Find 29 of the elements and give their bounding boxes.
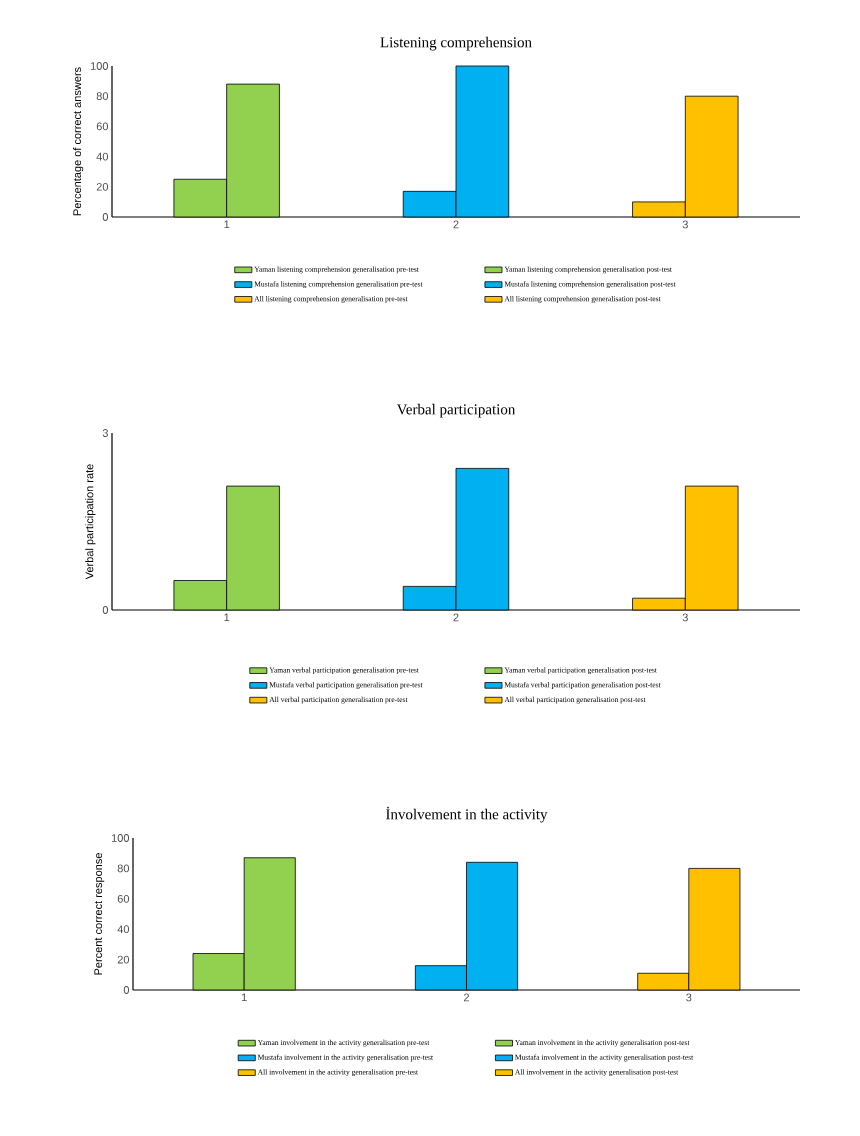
x-tick-label: 3 bbox=[686, 993, 692, 1002]
y-tick-label: 3 bbox=[102, 429, 108, 437]
y-tick-label: 60 bbox=[96, 122, 109, 131]
y-axis-title: Percent correct response bbox=[94, 853, 105, 975]
y-tick-label: 40 bbox=[117, 925, 130, 934]
x-tick-label: 1 bbox=[224, 613, 230, 622]
chart-title: İnvolvement in the activity bbox=[386, 806, 548, 823]
y-tick-label: 20 bbox=[117, 955, 130, 964]
y-tick-label: 60 bbox=[117, 894, 130, 903]
x-tick-label: 3 bbox=[682, 220, 688, 229]
x-tick-label: 2 bbox=[453, 220, 459, 229]
y-tick-label: 80 bbox=[117, 864, 130, 873]
x-tick-label: 3 bbox=[682, 613, 688, 622]
y-axis-title: Verbal participation rate bbox=[85, 464, 96, 580]
x-tick-label: 2 bbox=[463, 993, 469, 1002]
y-axis-title: Percentage of correct answers bbox=[73, 67, 84, 216]
y-tick-label: 0 bbox=[123, 986, 130, 994]
x-tick-label: 2 bbox=[453, 613, 459, 622]
y-tick-label: 100 bbox=[111, 834, 130, 842]
y-tick-label: 40 bbox=[96, 152, 109, 161]
x-tick-label: 1 bbox=[241, 993, 247, 1002]
chart-title: Verbal participation bbox=[396, 403, 516, 418]
x-tick-label: 1 bbox=[224, 220, 230, 229]
y-tick-label: 80 bbox=[96, 92, 109, 101]
y-tick-label: 100 bbox=[90, 62, 109, 70]
y-tick-label: 0 bbox=[102, 606, 109, 614]
y-tick-label: 0 bbox=[102, 213, 109, 221]
chart-title: Listening comprehension bbox=[380, 36, 532, 51]
y-tick-label: 20 bbox=[96, 182, 109, 191]
